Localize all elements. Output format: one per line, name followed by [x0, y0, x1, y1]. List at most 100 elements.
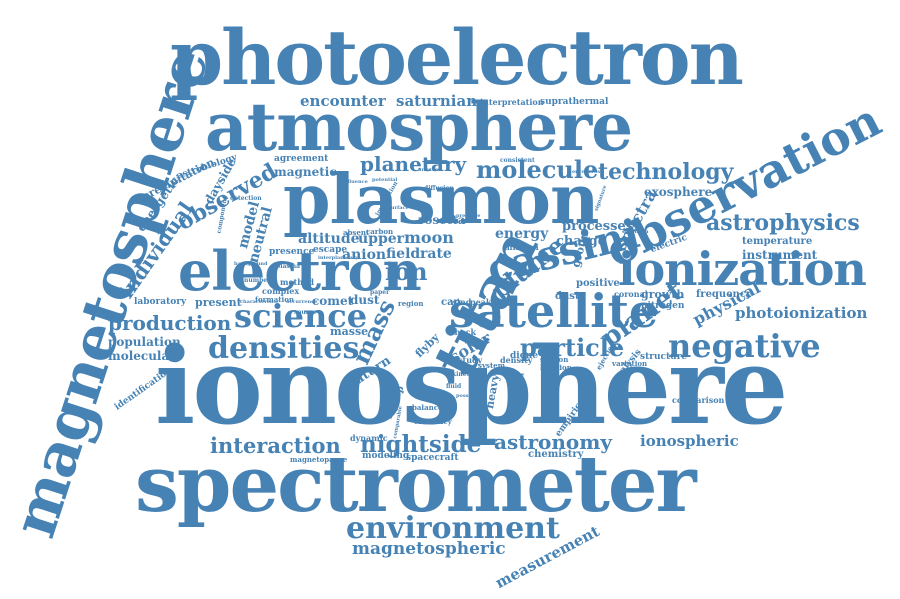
word-technology: technology [598, 159, 734, 185]
word-laboratory: laboratory [134, 297, 187, 307]
word-fluid: fluid [446, 383, 462, 390]
word-unusual: unusual [418, 167, 441, 173]
word-magnetopause: magnetopause [290, 455, 348, 464]
word-planetary: planetary [360, 152, 467, 176]
word-structure: structure [640, 352, 688, 362]
word-nitrogen: nitrogen [641, 301, 685, 311]
word-densities: densities [208, 331, 360, 366]
word-absent: absent [343, 228, 370, 237]
word-spacecraft: spacecraft [406, 453, 459, 463]
word-possible: possible [456, 393, 479, 399]
word-suprathermal: suprathermal [540, 97, 609, 107]
word-balance: balance [412, 403, 443, 412]
word-location: location [540, 363, 572, 372]
word-comparison: comparison [672, 395, 725, 405]
word-coronal: coronal [614, 289, 648, 299]
word-dynamic: dynamic [350, 433, 388, 443]
word-frequency: frequency [696, 289, 752, 300]
word-detection: detection [230, 195, 262, 202]
word-ionization: ionization [618, 242, 867, 296]
word-formation: formation [255, 295, 294, 304]
word-kinetic: kinetic [452, 371, 476, 378]
word-mission: mission [504, 242, 539, 252]
word-method: method [280, 277, 314, 287]
word-interplanetary: interplanetary [318, 255, 359, 261]
word-region: region [398, 299, 424, 308]
word-source: source [294, 309, 317, 316]
word-interpretation: interpretation [480, 97, 544, 107]
word-dione: dione [510, 351, 538, 361]
word-saturnian: saturnian [396, 92, 478, 110]
word-energy: energy [495, 226, 549, 242]
word-peak: peak [470, 297, 492, 307]
word-grains: grains [460, 313, 478, 319]
word-astrophysics: astrophysics [706, 210, 860, 236]
word-presence: presence [269, 247, 315, 257]
word-production: production [108, 311, 232, 335]
word-encounter: encounter [300, 92, 386, 110]
word-field: field [386, 246, 421, 262]
word-paper: paper [370, 289, 390, 296]
word-surface: surface [388, 205, 409, 211]
word-science: science [234, 297, 368, 335]
word-electron: electron [178, 239, 422, 303]
word-moon: moon [404, 228, 454, 247]
word-growth: growth [641, 288, 685, 301]
word-environment: environment [346, 511, 560, 546]
word-latitude: latitude [514, 269, 536, 275]
word-exosphere: exosphere [644, 185, 713, 199]
word-modeling: modeling [362, 451, 410, 461]
word-photoelectron: photoelectron [170, 13, 744, 102]
word-potential: potential [372, 177, 398, 183]
word-characteristic: characteristic [240, 299, 279, 305]
word-photoionization: photoionization [735, 304, 868, 322]
word-spectrometer: spectrometer [135, 439, 697, 530]
word-study: study [458, 355, 483, 365]
word-ion: ion [385, 257, 428, 286]
word-charge: charge [556, 234, 607, 249]
word-anion: anion [342, 247, 387, 263]
word-number: number [244, 277, 271, 284]
word-density: density [500, 355, 533, 365]
word-atmosphere: atmosphere [205, 88, 633, 166]
word-escape: escape [313, 245, 348, 255]
word-pressure: pressure [456, 213, 481, 219]
word-chemistry: chemistry [528, 449, 584, 460]
word-present: present [195, 296, 242, 309]
word-processes: processes [562, 219, 634, 234]
word-comet: comet [312, 294, 354, 308]
word-satellite: satellite [449, 284, 659, 338]
word-variation: variation [612, 359, 648, 368]
word-section: section [540, 355, 569, 364]
word-wind: wind [450, 297, 472, 307]
word-complex: complex [262, 286, 300, 296]
word-ionospheric: ionospheric [640, 432, 739, 450]
word-occurrence: occurrence [286, 299, 318, 305]
word-system: system [478, 361, 506, 370]
word-shock: shock [450, 327, 477, 337]
word-temperature: temperature [742, 236, 813, 247]
word-carbon: carbon [366, 227, 394, 236]
word-particle: particle [520, 333, 625, 362]
word-dust: dust [350, 293, 380, 307]
word-upper: upper [358, 231, 405, 247]
word-background: background [234, 261, 268, 267]
word-magnetospheric: magnetospheric [352, 539, 506, 559]
word-altitude: altitude [298, 231, 360, 247]
word-efficiency: efficiency [414, 417, 452, 426]
word-population: population [108, 335, 181, 349]
word-agreement: agreement [274, 154, 329, 164]
word-magnetic: magnetic [274, 165, 337, 179]
word-rosetta: rosetta [418, 213, 466, 227]
word-dusty: dusty [555, 291, 586, 302]
word-plasmon: plasmon [283, 160, 599, 240]
word-masse: masse [330, 325, 369, 338]
word-nightside: nightside [360, 431, 482, 458]
word-negative: negative [668, 327, 821, 365]
word-plasma: plasma [276, 263, 300, 270]
word-interaction: interaction [210, 433, 341, 458]
word-ionosphere: ionosphere [155, 323, 788, 448]
word-influence: influence [342, 179, 368, 185]
word-rate: rate [420, 246, 452, 262]
